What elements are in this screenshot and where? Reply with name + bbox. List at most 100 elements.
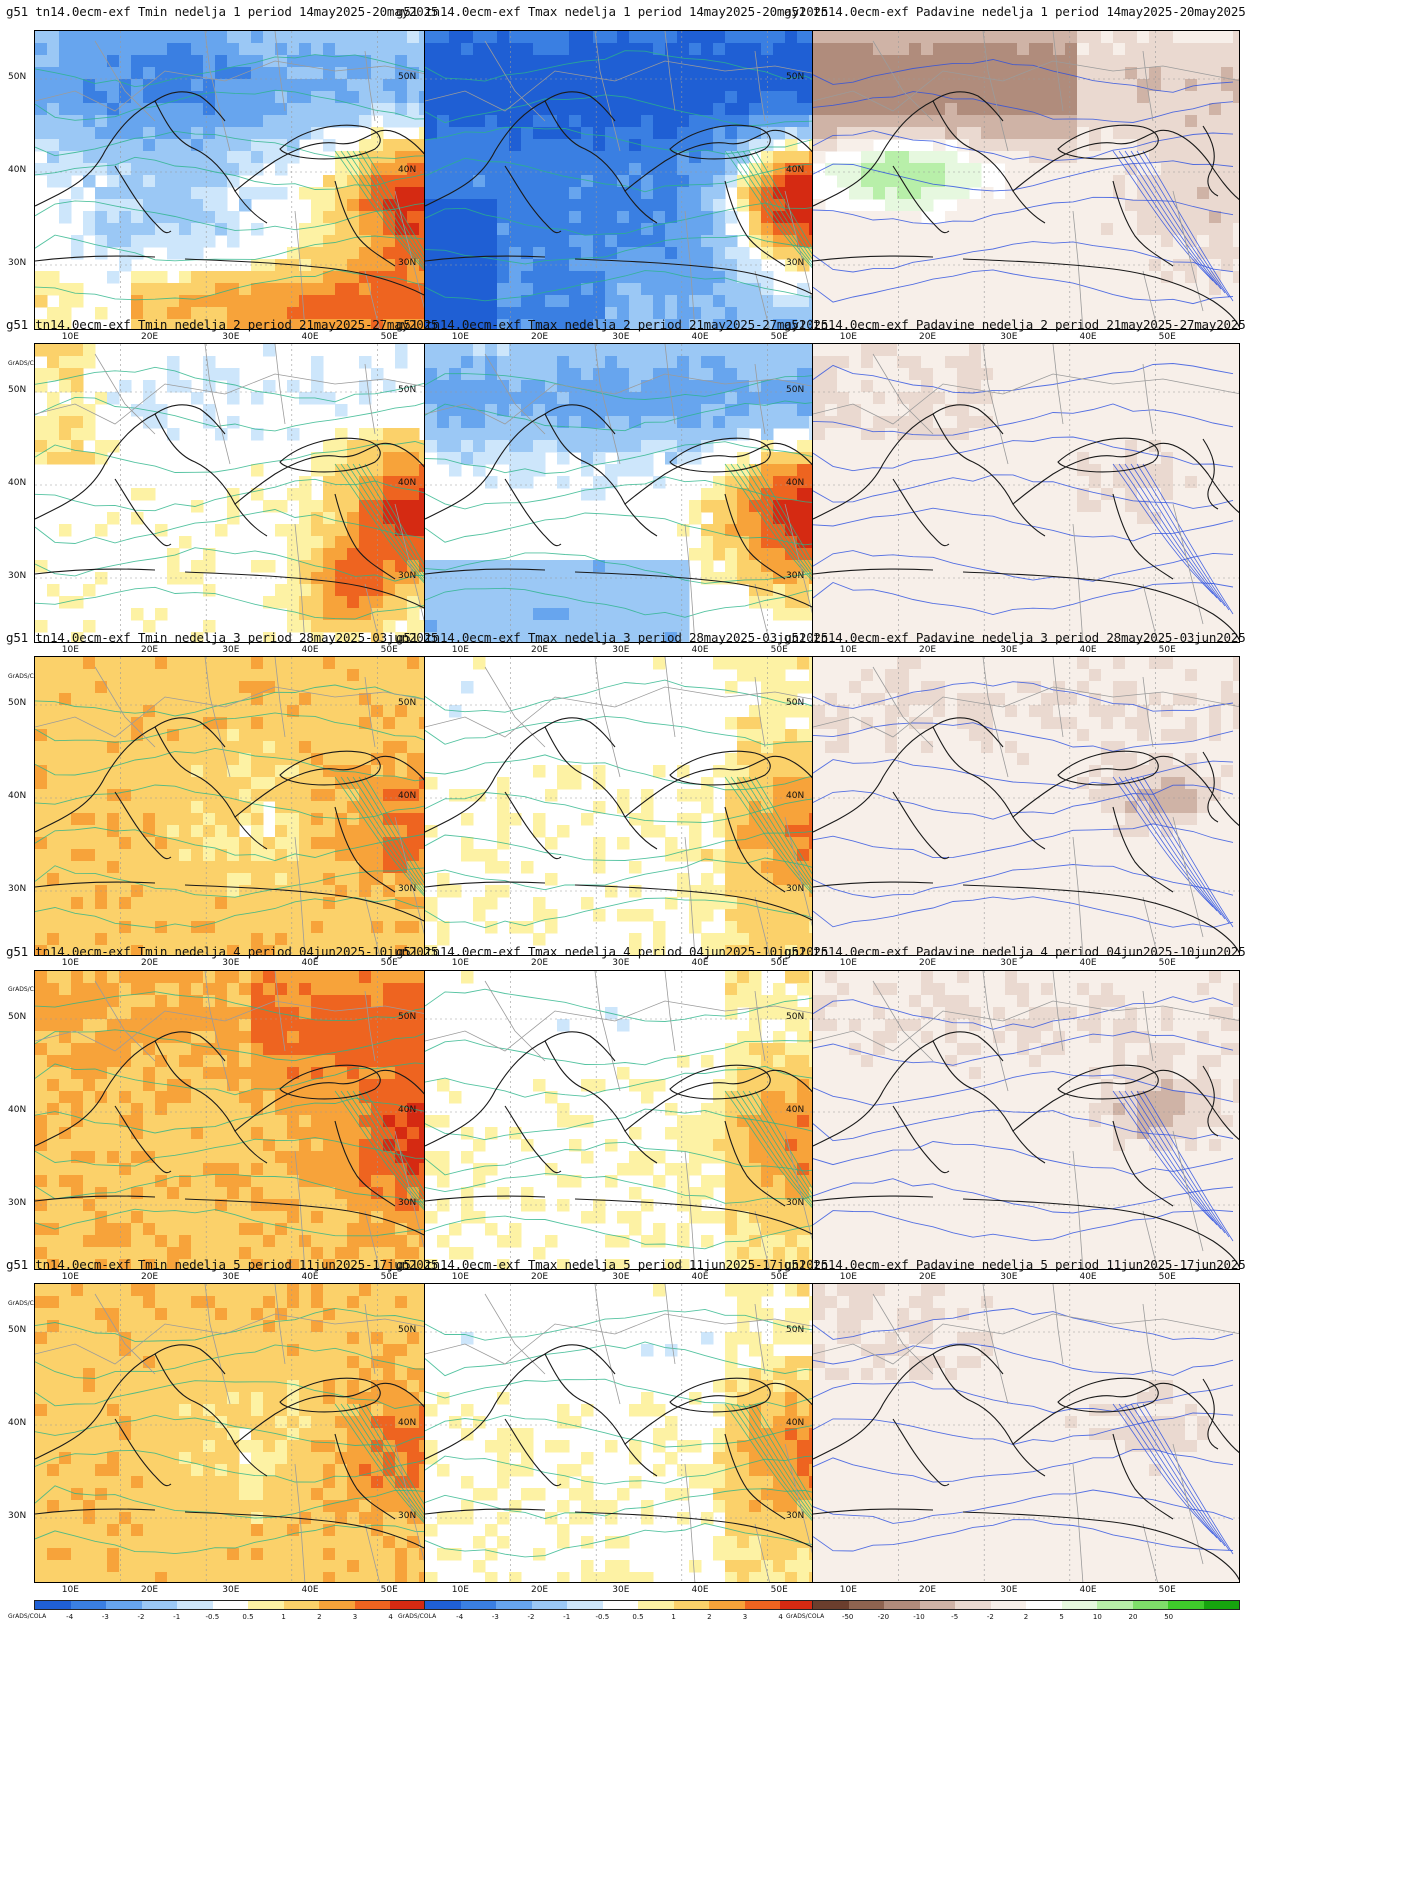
field-cell	[1161, 151, 1174, 164]
field-cell	[215, 319, 228, 329]
field-cell	[251, 187, 264, 200]
field-cell	[545, 211, 558, 224]
field-cell	[83, 620, 96, 633]
field-cell	[371, 283, 384, 296]
field-cell	[143, 620, 156, 633]
field-cell	[885, 344, 898, 357]
field-cell	[1197, 115, 1210, 128]
field-cell	[933, 356, 946, 369]
field-cell	[1197, 187, 1210, 200]
field-cell	[1017, 344, 1030, 357]
field-cell	[191, 500, 204, 513]
field-cell	[885, 79, 898, 92]
field-cell	[605, 416, 618, 429]
field-cell	[509, 139, 522, 152]
field-cell	[509, 476, 522, 489]
field-cell	[785, 344, 798, 357]
field-cell	[509, 416, 522, 429]
field-cell	[95, 31, 108, 44]
field-cell	[825, 596, 838, 609]
field-cell	[1137, 488, 1150, 501]
field-cell	[1125, 247, 1138, 260]
field-cell	[1029, 139, 1042, 152]
field-cell	[1065, 596, 1078, 609]
field-cell	[1089, 319, 1102, 329]
latitude-label: 40N	[8, 478, 27, 488]
field-cell	[1017, 608, 1030, 621]
field-cell	[449, 596, 462, 609]
field-cell	[521, 55, 534, 68]
field-cell	[861, 524, 874, 537]
field-cell	[449, 307, 462, 320]
field-cell	[179, 31, 192, 44]
field-cell	[1221, 139, 1234, 152]
field-cell	[227, 271, 240, 284]
field-cell	[557, 572, 570, 585]
field-cell	[407, 151, 420, 164]
field-cell	[909, 247, 922, 260]
field-cell	[1113, 235, 1126, 248]
field-cell	[689, 307, 702, 320]
field-cell	[909, 380, 922, 393]
longitude-label: 50E	[380, 645, 398, 655]
field-cell	[251, 103, 264, 116]
field-cell	[395, 500, 408, 513]
field-cell	[227, 43, 240, 56]
field-cell	[737, 356, 750, 369]
field-cell	[407, 440, 420, 453]
field-cell	[119, 669, 132, 682]
field-cell	[1005, 151, 1018, 164]
field-cell	[383, 476, 396, 489]
field-cell	[1113, 199, 1126, 212]
field-cell	[761, 307, 774, 320]
field-cell	[677, 584, 690, 597]
isoline	[425, 400, 846, 432]
field-cell	[1185, 43, 1198, 56]
field-cell	[347, 295, 360, 308]
field-cell	[1077, 187, 1090, 200]
field-cell	[47, 91, 60, 104]
field-cell	[885, 488, 898, 501]
field-cell	[203, 669, 216, 682]
field-cell	[1233, 151, 1239, 164]
field-cell	[713, 151, 726, 164]
field-cell	[581, 344, 594, 357]
field-cell	[521, 223, 534, 236]
isoline	[724, 463, 826, 595]
field-cell	[383, 584, 396, 597]
field-cell	[677, 344, 690, 357]
field-cell	[203, 560, 216, 573]
field-cell	[909, 452, 922, 465]
field-cell	[107, 91, 120, 104]
field-cell	[311, 548, 324, 561]
field-cell	[191, 392, 204, 405]
field-cell	[725, 91, 738, 104]
field-cell	[837, 43, 850, 56]
field-cell	[885, 524, 898, 537]
field-cell	[1233, 259, 1239, 272]
field-cell	[1185, 452, 1198, 465]
field-cell	[569, 43, 582, 56]
field-cell	[299, 55, 312, 68]
field-cell	[239, 307, 252, 320]
field-cell	[335, 536, 348, 549]
field-cell	[359, 91, 372, 104]
field-cell	[581, 259, 594, 272]
field-cell	[1209, 440, 1222, 453]
field-cell	[107, 79, 120, 92]
field-cell	[825, 524, 838, 537]
map-area	[34, 30, 462, 330]
field-cell	[473, 608, 486, 621]
field-cell	[1113, 476, 1126, 489]
field-cell	[485, 620, 498, 633]
field-cell	[813, 356, 826, 369]
field-cell	[885, 368, 898, 381]
field-cell	[1065, 416, 1078, 429]
field-cell	[701, 235, 714, 248]
field-cell	[1077, 175, 1090, 188]
field-cell	[449, 163, 462, 176]
field-cell	[921, 31, 934, 44]
field-cell	[1197, 500, 1210, 513]
field-cell	[425, 295, 438, 308]
field-cell	[1125, 512, 1138, 525]
